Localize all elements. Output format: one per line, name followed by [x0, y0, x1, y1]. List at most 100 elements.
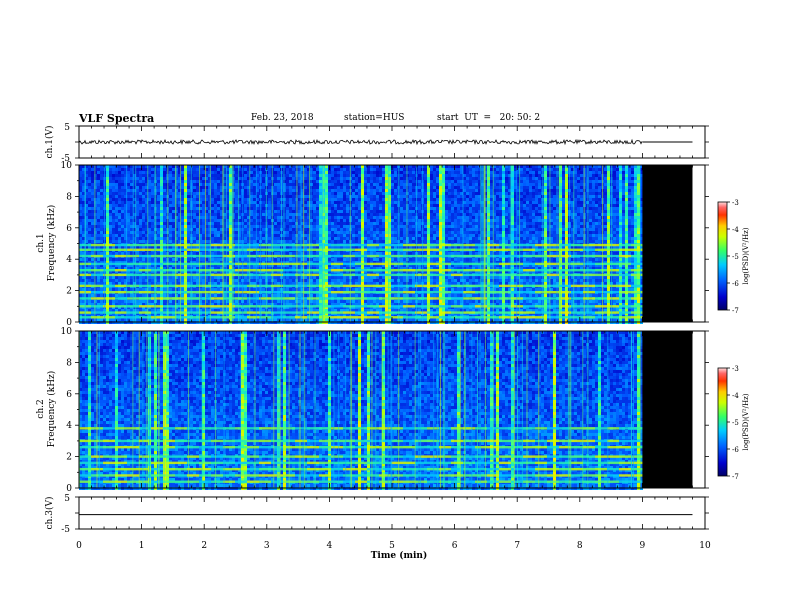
spectrogram-cell	[331, 207, 334, 210]
spectrogram-cell	[175, 300, 178, 303]
spectrogram-cell	[112, 258, 115, 261]
spectrogram-cell	[148, 222, 151, 225]
spectrogram-cell	[181, 258, 184, 261]
spectrogram-cell	[139, 198, 142, 201]
spectrogram-cell	[148, 195, 151, 198]
spectrogram-cell	[211, 294, 214, 297]
spectrogram-cell	[223, 174, 226, 177]
spectrogram-cell	[316, 189, 319, 192]
spectrogram-cell	[337, 225, 340, 228]
spectrogram-cell	[184, 207, 187, 210]
spectrogram-cell	[94, 309, 97, 312]
spectrogram-cell	[175, 264, 178, 267]
spectrogram-cell	[112, 240, 115, 243]
spectrogram-cell	[115, 231, 118, 234]
spectrogram-cell	[151, 240, 154, 243]
spectrogram-cell	[340, 282, 343, 285]
spectrogram-cell	[277, 216, 280, 219]
spectrogram-cell	[256, 318, 259, 321]
spectrogram-cell	[292, 288, 295, 291]
spectrogram-cell	[124, 210, 127, 213]
spectrogram-cell	[247, 195, 250, 198]
spectrogram-cell	[88, 309, 91, 312]
spectrogram-cell	[178, 309, 181, 312]
spectrogram-cell	[97, 195, 100, 198]
spectrogram-cell	[286, 198, 289, 201]
spectrogram-cell	[334, 252, 337, 255]
spectrogram-cell	[148, 231, 151, 234]
spectrogram-cell	[238, 180, 241, 183]
spectrogram-cell	[100, 204, 103, 207]
spectrogram-cell	[82, 261, 85, 264]
spectrogram-cell	[217, 192, 220, 195]
spectrogram-cell	[112, 225, 115, 228]
spectrogram-cell	[124, 300, 127, 303]
spectrogram-cell	[262, 168, 265, 171]
spectrogram-cell	[247, 231, 250, 234]
spectrogram-cell	[118, 201, 121, 204]
spectrogram-cell	[130, 228, 133, 231]
spectrogram-cell	[157, 282, 160, 285]
spectrogram-cell	[112, 318, 115, 321]
spectrogram-cell	[346, 204, 349, 207]
spectrogram-cell	[157, 171, 160, 174]
spectrogram-cell	[196, 174, 199, 177]
ch1-spectrogram-heatmap	[79, 165, 693, 324]
spectrogram-cell	[352, 171, 355, 174]
spectrogram-cell	[319, 246, 322, 249]
spectrogram-cell	[184, 303, 187, 306]
spectrogram-cell	[130, 240, 133, 243]
spectrogram-cell	[208, 177, 211, 180]
spectrogram-cell	[142, 261, 145, 264]
spectrogram-cell	[244, 276, 247, 279]
spectrogram-cell	[82, 168, 85, 171]
spectrogram-cell	[91, 279, 94, 282]
spectrogram-cell	[124, 276, 127, 279]
spectrogram-cell	[289, 267, 292, 270]
spectrogram-cell	[337, 309, 340, 312]
spectrogram-cell	[352, 258, 355, 261]
spectrogram-cell	[118, 309, 121, 312]
spectrogram-cell	[160, 195, 163, 198]
spectrogram-cell	[337, 252, 340, 255]
spectrogram-cell	[115, 168, 118, 171]
spectrogram-cell	[247, 180, 250, 183]
spectrogram-cell	[160, 222, 163, 225]
spectrogram-cell	[163, 195, 166, 198]
spectrogram-cell	[283, 276, 286, 279]
spectrogram-cell	[160, 174, 163, 177]
spectrogram-cell	[199, 231, 202, 234]
spectrogram-cell	[106, 246, 109, 249]
spectrogram-cell	[226, 171, 229, 174]
spectrogram-cell	[343, 165, 346, 168]
spectrogram-cell	[301, 231, 304, 234]
spectrogram-cell	[169, 213, 172, 216]
spectrogram-cell	[286, 234, 289, 237]
spectrogram-cell	[277, 204, 280, 207]
spectrogram-cell	[112, 288, 115, 291]
spectrogram-cell	[124, 192, 127, 195]
spectrogram-cell	[136, 195, 139, 198]
spectrogram-cell	[199, 192, 202, 195]
spectrogram-cell	[79, 195, 82, 198]
spectrogram-cell	[124, 258, 127, 261]
spectrogram-cell	[148, 228, 151, 231]
spectrogram-cell	[94, 288, 97, 291]
spectrogram-cell	[121, 276, 124, 279]
spectrogram-cell	[88, 222, 91, 225]
spectrogram-cell	[214, 240, 217, 243]
spectrogram-cell	[139, 168, 142, 171]
spectrogram-cell	[133, 294, 136, 297]
ch1-waveform-ticks	[75, 125, 709, 159]
spectrogram-cell	[151, 279, 154, 282]
spectrogram-cell	[319, 237, 322, 240]
spectrogram-cell	[106, 270, 109, 273]
spectrogram-cell	[247, 279, 250, 282]
spectrogram-cell	[253, 189, 256, 192]
spectrogram-cell	[247, 258, 250, 261]
spectrogram-cell	[127, 225, 130, 228]
spectrogram-cell	[226, 252, 229, 255]
spectrogram-cell	[328, 180, 331, 183]
spectrogram-cell	[247, 303, 250, 306]
spectrogram-cell	[145, 198, 148, 201]
